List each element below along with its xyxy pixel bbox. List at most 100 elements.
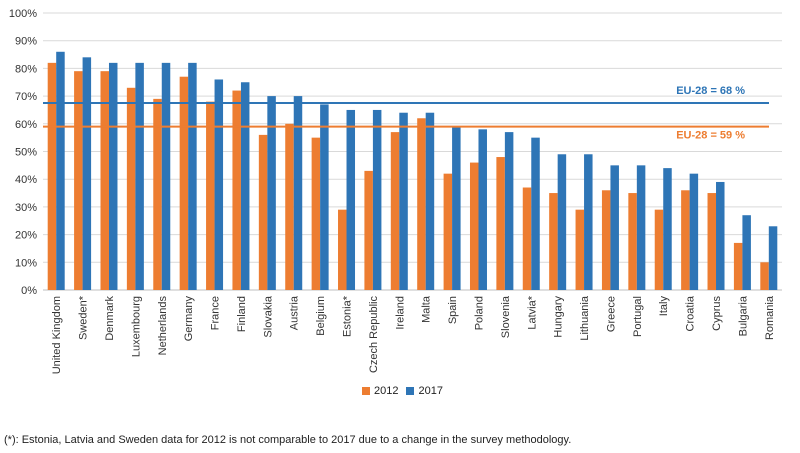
bar-2017-hungary — [557, 154, 567, 290]
bar-2012-luxembourg — [126, 87, 136, 290]
y-tick-label: 10% — [15, 257, 37, 269]
bar-2012-greece — [601, 190, 611, 290]
y-tick-label: 100% — [9, 8, 37, 20]
y-tick-label: 60% — [15, 119, 37, 131]
bar-2012-bulgaria — [733, 242, 743, 290]
bar-2012-portugal — [628, 193, 637, 290]
x-tick-label: Poland — [473, 296, 485, 330]
x-tick-label: Hungary — [553, 296, 565, 338]
y-tick-label: 40% — [15, 174, 37, 186]
bar-2017-bulgaria — [742, 215, 751, 290]
x-tick-label: Sweden* — [78, 295, 90, 340]
bar-2012-united-kingdom — [47, 62, 57, 290]
y-tick-label: 50% — [15, 147, 37, 159]
bar-2012-netherlands — [153, 98, 162, 291]
bar-2012-belgium — [311, 137, 321, 290]
x-tick-label: Cyprus — [711, 296, 723, 331]
bar-2012-hungary — [549, 193, 558, 290]
bar-2012-cyprus — [707, 193, 717, 290]
chart-legend: 2012 2017 — [362, 385, 451, 397]
bar-2012-ireland — [390, 132, 400, 290]
y-tick-label: 90% — [15, 36, 37, 48]
bar-2012-estonia — [338, 209, 347, 290]
x-tick-label: Czech Republic — [368, 296, 380, 374]
x-tick-label: Germany — [183, 296, 195, 342]
x-tick-label: Slovenia — [500, 295, 512, 338]
y-tick-label: 20% — [15, 230, 37, 242]
bar-2017-romania — [768, 226, 778, 290]
bar-2017-cyprus — [716, 181, 725, 290]
legend-item-2012: 2012 — [362, 385, 398, 397]
bar-2012-romania — [760, 262, 769, 290]
bar-2012-malta — [417, 118, 426, 290]
bar-2012-latvia — [522, 187, 532, 290]
y-tick-label: 0% — [21, 285, 37, 297]
legend-label-2012: 2012 — [374, 385, 399, 397]
bar-2017-united-kingdom — [56, 51, 65, 290]
bar-2017-sweden — [82, 57, 92, 290]
bar-2012-italy — [654, 209, 664, 290]
bar-2017-greece — [610, 165, 619, 290]
bar-2017-belgium — [320, 104, 329, 290]
x-tick-label: Latvia* — [526, 295, 538, 329]
x-tick-label: Belgium — [315, 296, 327, 336]
x-tick-label: United Kingdom — [51, 296, 63, 374]
x-tick-label: Netherlands — [157, 296, 169, 356]
x-tick-label: Ireland — [394, 296, 406, 330]
bar-2012-croatia — [681, 190, 690, 290]
x-tick-label: Malta — [421, 295, 433, 323]
x-tick-label: Slovakia — [262, 295, 274, 337]
bar-2017-finland — [240, 82, 250, 290]
x-tick-label: France — [210, 296, 222, 330]
x-tick-label: Spain — [447, 296, 459, 324]
bar-2012-finland — [232, 90, 241, 290]
legend-item-2017: 2017 — [406, 385, 443, 397]
bar-2017-italy — [663, 168, 672, 290]
bar-2017-latvia — [531, 137, 540, 290]
x-tick-label: Denmark — [104, 296, 116, 341]
bar-2012-slovakia — [258, 134, 268, 290]
bar-2017-denmark — [108, 62, 118, 290]
legend-swatch-2012 — [362, 387, 370, 395]
bar-2012-germany — [179, 76, 189, 291]
legend-swatch-2017 — [406, 387, 415, 395]
bar-2017-poland — [478, 129, 487, 290]
bar-2017-estonia — [346, 109, 356, 290]
bar-2017-slovenia — [504, 132, 514, 290]
x-tick-label: Croatia — [685, 295, 697, 331]
x-tick-label: Bulgaria — [737, 295, 749, 336]
bar-2017-lithuania — [584, 154, 593, 290]
bar-2017-malta — [425, 112, 435, 290]
bar-2017-luxembourg — [135, 62, 144, 290]
bar-2017-portugal — [636, 165, 646, 290]
bar-2012-austria — [285, 123, 294, 290]
y-tick-label: 30% — [15, 202, 37, 214]
bar-2017-croatia — [689, 173, 699, 290]
y-tick-label: 80% — [15, 63, 37, 75]
bar-2017-ireland — [399, 112, 408, 290]
x-tick-label: Lithuania — [579, 295, 591, 341]
bar-chart: 0% 10% 20% 30% 40% 50% 60% 70% 80% 90% 100% United … — [9, 8, 782, 374]
bar-2017-czech-republic — [372, 109, 382, 290]
x-tick-label: Austria — [289, 295, 301, 330]
bar-2017-spain — [452, 126, 461, 290]
bar-2012-denmark — [100, 71, 109, 290]
x-tick-label: Portugal — [632, 296, 644, 337]
x-tick-label: Finland — [236, 296, 248, 332]
footnote: (*): Estonia, Latvia and Sweden data for… — [4, 434, 572, 446]
bar-2012-sweden — [74, 71, 83, 290]
x-tick-label: Estonia* — [342, 295, 354, 337]
reference-line-label: EU-28 = 59 % — [676, 130, 745, 142]
bar-2012-poland — [469, 162, 479, 290]
bar-2017-france — [214, 79, 224, 290]
x-tick-label: Italy — [658, 296, 670, 317]
x-tick-label: Greece — [605, 296, 617, 332]
bar-2017-germany — [188, 62, 197, 290]
bar-2017-netherlands — [161, 62, 171, 290]
x-tick-label: Luxembourg — [130, 296, 142, 357]
bar-2017-slovakia — [267, 96, 276, 290]
reference-line-label: EU-28 = 68 % — [676, 85, 745, 97]
bar-2012-slovenia — [496, 157, 505, 290]
bar-2017-austria — [293, 96, 303, 290]
y-tick-label: 70% — [15, 91, 37, 103]
